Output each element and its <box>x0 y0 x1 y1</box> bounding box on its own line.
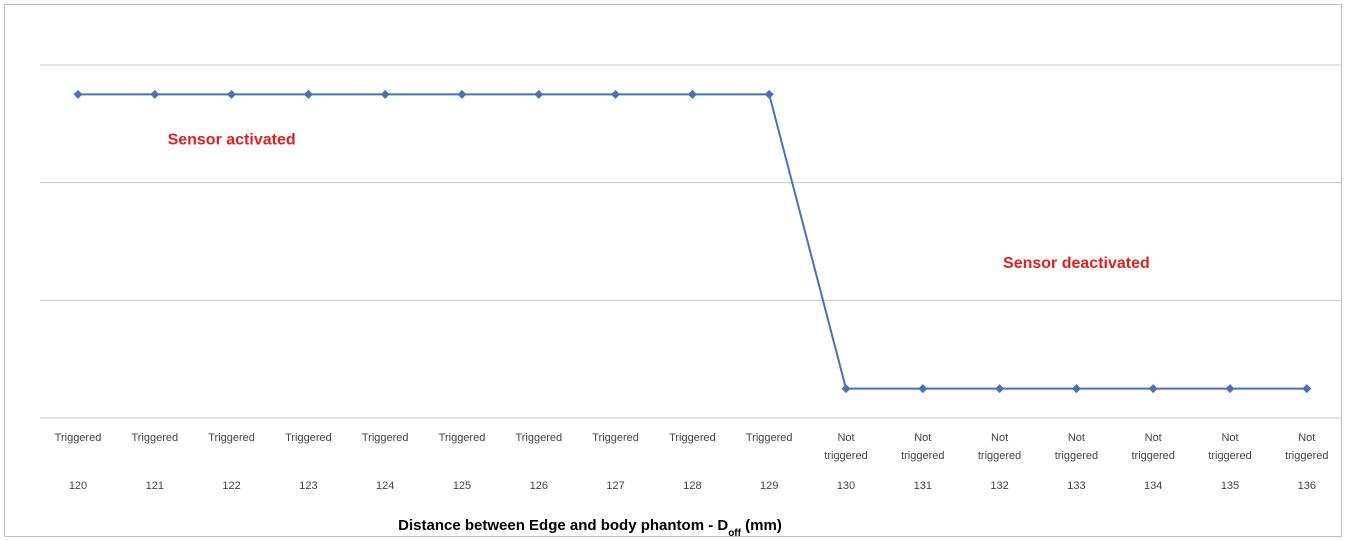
x-tick-label: 129 <box>760 480 778 492</box>
state-label: Triggered <box>362 432 409 444</box>
x-tick-label: 134 <box>1144 480 1162 492</box>
data-point <box>1071 384 1081 394</box>
data-point <box>1302 384 1312 394</box>
data-point <box>303 89 313 99</box>
state-label: Not triggered <box>1208 432 1251 462</box>
annotation-label: Sensor deactivated <box>1003 255 1150 272</box>
state-label: Not triggered <box>1131 432 1174 462</box>
state-label: Not triggered <box>901 432 944 462</box>
data-point <box>764 89 774 99</box>
state-label: Triggered <box>746 432 793 444</box>
data-point <box>1148 384 1158 394</box>
state-label: Not triggered <box>824 432 867 462</box>
x-axis-label: Distance between Edge and body phantom -… <box>398 517 782 539</box>
state-label: Triggered <box>439 432 486 444</box>
state-label: Triggered <box>131 432 178 444</box>
x-tick-label: 128 <box>683 480 701 492</box>
x-tick-label: 131 <box>914 480 932 492</box>
data-point <box>1225 384 1235 394</box>
data-point <box>995 384 1005 394</box>
state-label-group: Triggered Triggered Triggered Triggered Trig… <box>55 432 1329 462</box>
x-tick-label: 130 <box>837 480 855 492</box>
x-tick-label: 126 <box>530 480 548 492</box>
state-label: Triggered <box>208 432 255 444</box>
data-point <box>227 89 237 99</box>
state-label: Triggered <box>592 432 639 444</box>
x-tick-label: 133 <box>1067 480 1085 492</box>
x-tick-label: 123 <box>299 480 317 492</box>
data-point <box>611 89 621 99</box>
x-tick-label: 121 <box>146 480 164 492</box>
x-tick-label-group: 120 121 122 123 124 125 126 127 128 129 130 131 132 1… <box>69 480 1316 492</box>
x-tick-label: 127 <box>606 480 624 492</box>
data-point <box>380 89 390 99</box>
x-tick-label: 124 <box>376 480 394 492</box>
data-point <box>73 89 83 99</box>
state-label: Triggered <box>515 432 562 444</box>
series-group <box>73 89 1312 394</box>
x-tick-label: 135 <box>1221 480 1239 492</box>
x-tick-label: 120 <box>69 480 87 492</box>
state-label: Not triggered <box>1055 432 1098 462</box>
chart-frame <box>4 4 1342 537</box>
state-label: Triggered <box>669 432 716 444</box>
state-label: Triggered <box>285 432 332 444</box>
x-tick-label: 136 <box>1298 480 1316 492</box>
data-point <box>150 89 160 99</box>
grid-lines <box>40 64 1342 419</box>
data-point <box>534 89 544 99</box>
data-point <box>841 384 851 394</box>
data-point <box>457 89 467 99</box>
annotation-group: Sensor activated Sensor deactivated <box>168 131 1150 272</box>
state-label: Not triggered <box>1285 432 1328 462</box>
x-tick-label: 122 <box>222 480 240 492</box>
x-tick-label: 132 <box>990 480 1008 492</box>
state-label: Triggered <box>55 432 102 444</box>
annotation-label: Sensor activated <box>168 131 296 148</box>
state-label: Not triggered <box>978 432 1021 462</box>
data-point <box>918 384 928 394</box>
data-point <box>687 89 697 99</box>
x-tick-label: 125 <box>453 480 471 492</box>
